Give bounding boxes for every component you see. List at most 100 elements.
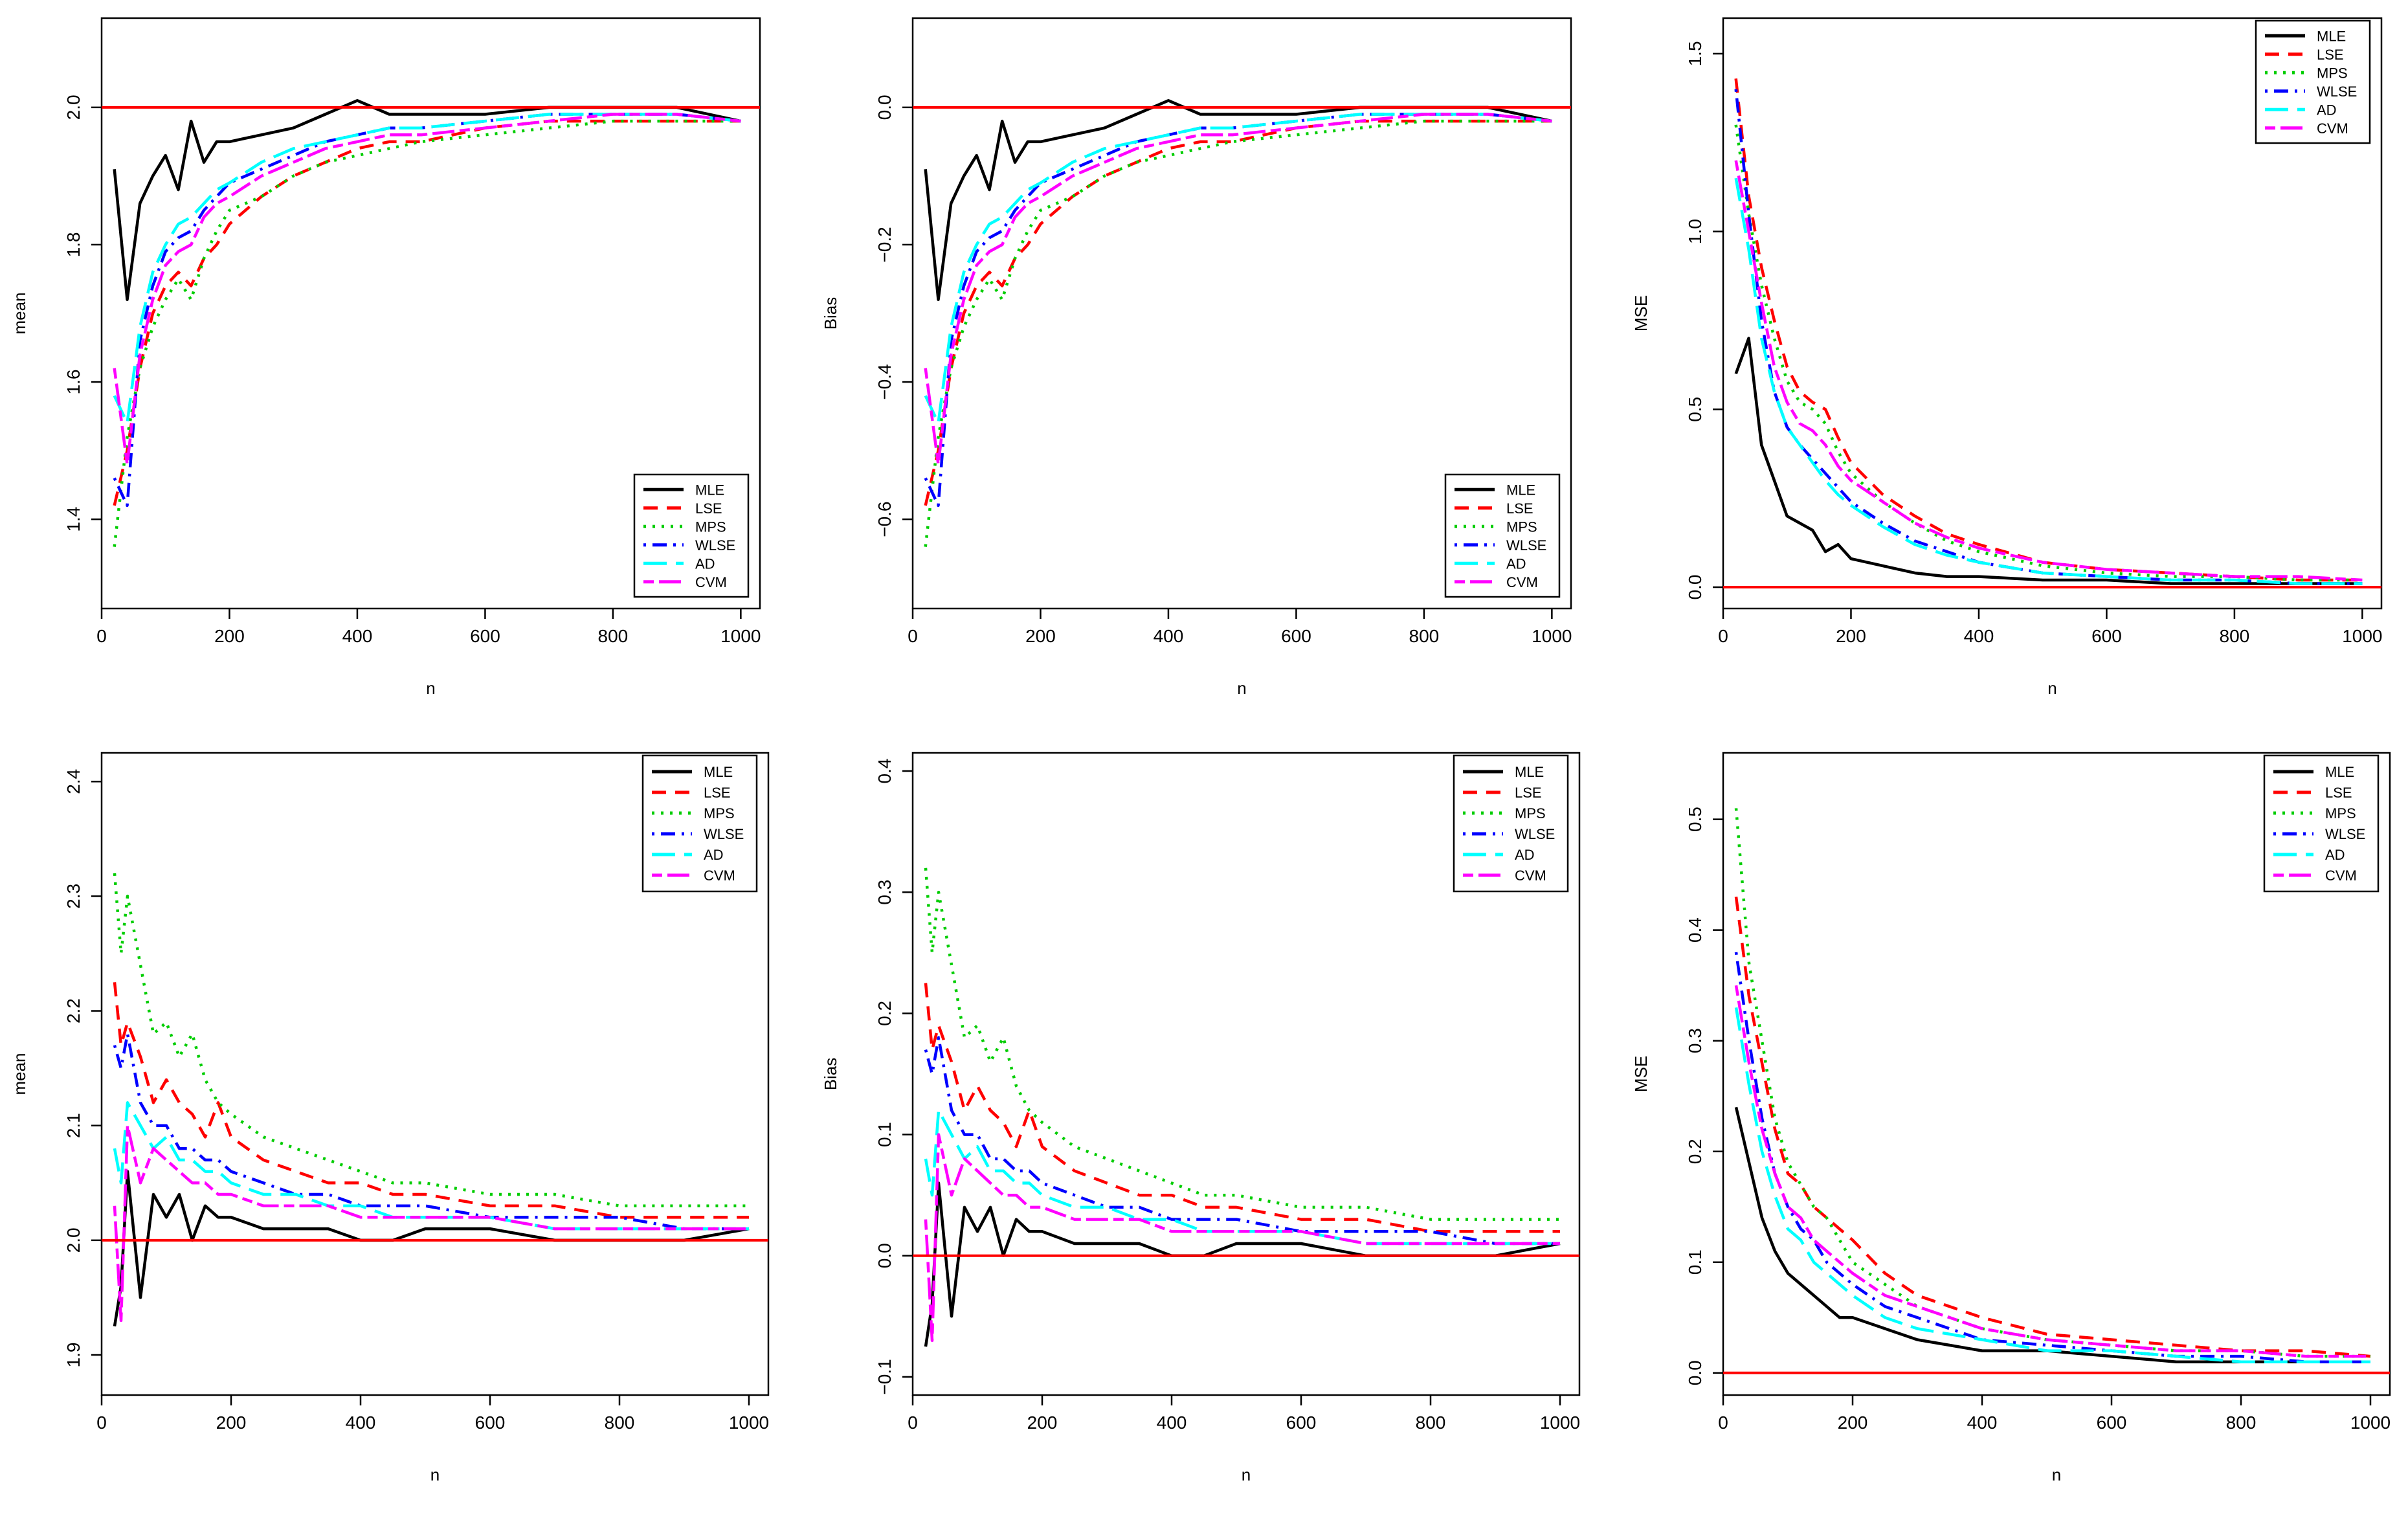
- x-tick-label: 200: [216, 1413, 247, 1433]
- x-tick-label: 800: [1409, 626, 1440, 646]
- series-line-cvm: [1734, 160, 2363, 582]
- plot-frame: [100, 17, 761, 610]
- legend-label-cvm: CVM: [1515, 867, 1546, 884]
- legend-box: [1444, 473, 1561, 598]
- x-tick-label: 1000: [1540, 1413, 1580, 1433]
- x-tick-label: 600: [2091, 626, 2122, 646]
- plot-frame: [1722, 752, 2391, 1396]
- x-tick-label: 400: [1964, 626, 1994, 646]
- legend-label-mle: MLE: [695, 482, 724, 498]
- series-line-mps: [1734, 124, 2363, 582]
- x-tick-label: 0: [96, 1413, 107, 1433]
- legend-label-cvm: CVM: [695, 574, 727, 590]
- series-line-wlse: [924, 113, 1552, 508]
- y-tick-label: 0.3: [1685, 1028, 1705, 1053]
- legend-label-wlse: WLSE: [1506, 537, 1546, 553]
- y-tick-label: 0.0: [875, 1243, 895, 1268]
- series-line-lse: [113, 982, 749, 1219]
- legend-label-ad: AD: [2325, 847, 2345, 863]
- y-axis-label: MSE: [1631, 295, 1651, 331]
- y-tick-label: 0.5: [1685, 397, 1705, 422]
- series-line-ad: [113, 113, 741, 425]
- y-tick-label: 0.4: [1685, 917, 1705, 943]
- series-line-mle: [924, 99, 1552, 302]
- x-tick-label: 600: [1281, 626, 1311, 646]
- x-tick-label: 800: [2226, 1413, 2257, 1433]
- chart-panel-top-middle: 0 200 400 600 800 1000 −0.6 −0.4 −0.2 0.0 n Bias MLE…: [821, 17, 1572, 698]
- x-tick-label: 600: [470, 626, 500, 646]
- y-axis-label: MSE: [1631, 1056, 1651, 1092]
- y-tick-label: 0.1: [875, 1122, 895, 1147]
- x-tick-label: 600: [2097, 1413, 2127, 1433]
- series-line-mle: [113, 1170, 750, 1327]
- x-tick-label: 400: [342, 626, 373, 646]
- legend-label-cvm: CVM: [704, 867, 735, 884]
- series-line-cvm: [924, 113, 1552, 466]
- y-tick-label: 0.0: [1685, 575, 1705, 600]
- x-axis-label: n: [2052, 1465, 2061, 1484]
- x-tick-label: 200: [1025, 626, 1056, 646]
- legend-label-lse: LSE: [695, 500, 722, 517]
- legend: MLE LSE MPS WLSE AD CVM: [633, 473, 750, 598]
- series-line-lse: [924, 119, 1552, 506]
- x-tick-label: 1000: [2350, 1413, 2391, 1433]
- series-line-lse: [924, 983, 1560, 1233]
- series-line-mle: [1734, 1106, 2370, 1363]
- series-line-ad: [924, 1108, 1560, 1246]
- legend: MLE LSE MPS WLSE AD CVM: [2263, 754, 2380, 893]
- legend-label-wlse: WLSE: [2325, 826, 2365, 842]
- legend-label-cvm: CVM: [2325, 867, 2357, 884]
- x-tick-label: 400: [1154, 626, 1184, 646]
- legend-label-mle: MLE: [1506, 482, 1535, 498]
- x-tick-label: 1000: [729, 1413, 769, 1433]
- series-line-cvm: [1734, 985, 2370, 1358]
- series-line-wlse: [924, 1036, 1560, 1246]
- x-tick-label: 0: [1718, 1413, 1728, 1433]
- legend-label-mps: MPS: [1515, 805, 1546, 821]
- y-tick-label: 0.0: [1685, 1360, 1705, 1385]
- x-tick-label: 1000: [720, 626, 761, 646]
- legend-label-mle: MLE: [704, 764, 733, 780]
- legend-label-mle: MLE: [1515, 764, 1544, 780]
- y-axis-label: mean: [10, 1053, 29, 1095]
- x-tick-label: 200: [214, 626, 245, 646]
- plot-area: [1734, 808, 2371, 1363]
- plot-frame: [100, 752, 770, 1396]
- legend-label-lse: LSE: [2317, 47, 2344, 63]
- legend-label-mps: MPS: [1506, 519, 1537, 535]
- y-tick-label: −0.1: [875, 1359, 895, 1394]
- series-line-ad: [1734, 1007, 2370, 1363]
- chart-panel-top-right: 0 200 400 600 800 10000.00.51.01.5nMSEMLELSEM…: [1631, 17, 2383, 698]
- legend: MLE LSE MPS WLSE AD CVM: [641, 754, 758, 893]
- chart-panel-bottom-right: 0 200 400 600 800 1000 0.0 0.1 0.2 0.3 0.4 0.5 n MSE M…: [1631, 752, 2391, 1484]
- x-axis-label: n: [430, 1465, 440, 1484]
- series-line-mps: [924, 867, 1560, 1221]
- x-tick-label: 1000: [2342, 626, 2382, 646]
- series-line-wlse: [1734, 89, 2363, 585]
- series-line-wlse: [113, 1032, 749, 1231]
- y-tick-label: 0.4: [875, 759, 895, 784]
- chart-panel-top-left: 0 200 400 600 800 1000 1.4 1.6 1.8 2.0 n mean MLE LSE…: [10, 17, 761, 698]
- x-tick-label: 0: [96, 626, 107, 646]
- x-tick-label: 400: [346, 1413, 376, 1433]
- legend-label-mps: MPS: [2325, 805, 2356, 821]
- legend-label-ad: AD: [704, 847, 724, 863]
- x-axis-label: n: [1237, 678, 1246, 698]
- series-line-cvm: [924, 1133, 1560, 1343]
- legend-label-cvm: CVM: [1506, 574, 1538, 590]
- x-tick-label: 0: [908, 1413, 918, 1433]
- x-axis-label: n: [1242, 1465, 1251, 1484]
- x-tick-label: 200: [1836, 626, 1866, 646]
- legend-label-mps: MPS: [695, 519, 726, 535]
- chart-panel-bottom-middle: 0 200 400 600 800 1000 −0.1 0.0 0.1 0.2 0.3 0.4 n Bia…: [821, 752, 1581, 1484]
- x-tick-label: 1000: [1532, 626, 1572, 646]
- x-tick-label: 800: [1416, 1413, 1446, 1433]
- x-tick-label: 600: [475, 1413, 506, 1433]
- y-tick-label: 0.1: [1685, 1249, 1705, 1275]
- series-line-wlse: [1734, 952, 2370, 1363]
- y-tick-label: 2.3: [63, 884, 84, 909]
- legend-label-ad: AD: [1506, 555, 1526, 572]
- y-tick-label: 1.9: [63, 1343, 84, 1368]
- series-line-mle: [924, 1181, 1561, 1347]
